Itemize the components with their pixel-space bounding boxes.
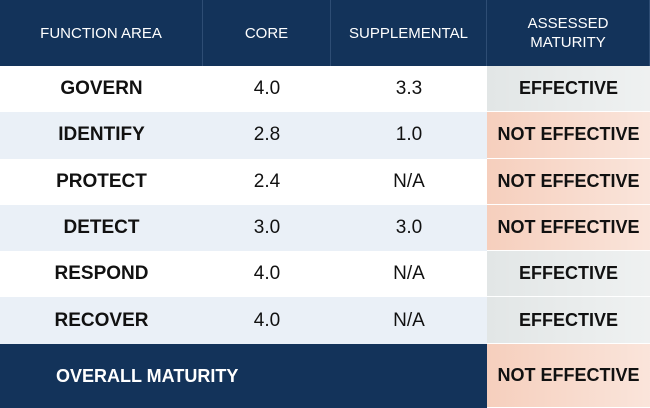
assessed-maturity: NOT EFFECTIVE (487, 158, 650, 205)
header-cell: CORE (203, 0, 331, 66)
supplemental-score: 3.0 (331, 204, 487, 252)
core-score: 4.0 (203, 297, 331, 344)
supplemental-score: N/A (393, 263, 425, 285)
function-area: DETECT (0, 204, 203, 252)
assessed-maturity: EFFECTIVE (487, 297, 650, 344)
supplemental-score: N/A (331, 297, 487, 344)
function-area: GOVERN (60, 78, 143, 100)
assessed-maturity: NOT EFFECTIVE (487, 112, 650, 159)
assessed-maturity: EFFECTIVE (487, 251, 650, 298)
function-area: RECOVER (0, 297, 203, 344)
core-score: 2.8 (203, 112, 331, 159)
supplemental-score: 1.0 (331, 112, 487, 159)
core-score: 4.0 (253, 78, 281, 100)
header-cell: FUNCTION AREA (0, 0, 203, 66)
core-score: 3.0 (203, 204, 331, 252)
function-area: RESPOND (54, 263, 149, 285)
header-cell: SUPPLEMENTAL (331, 0, 487, 66)
function-area: PROTECT (56, 170, 147, 192)
assessed-maturity: EFFECTIVE (487, 66, 650, 113)
overall-label: OVERALL MATURITY (0, 343, 487, 408)
header-cell: ASSESSED MATURITY (487, 0, 650, 66)
core-score: 4.0 (253, 263, 281, 285)
supplemental-score: N/A (393, 170, 425, 192)
supplemental-score: 3.3 (395, 78, 423, 100)
overall-maturity: NOT EFFECTIVE (487, 343, 650, 408)
function-area: IDENTIFY (0, 112, 203, 159)
core-score: 2.4 (253, 170, 281, 192)
assessed-maturity: NOT EFFECTIVE (487, 204, 650, 252)
